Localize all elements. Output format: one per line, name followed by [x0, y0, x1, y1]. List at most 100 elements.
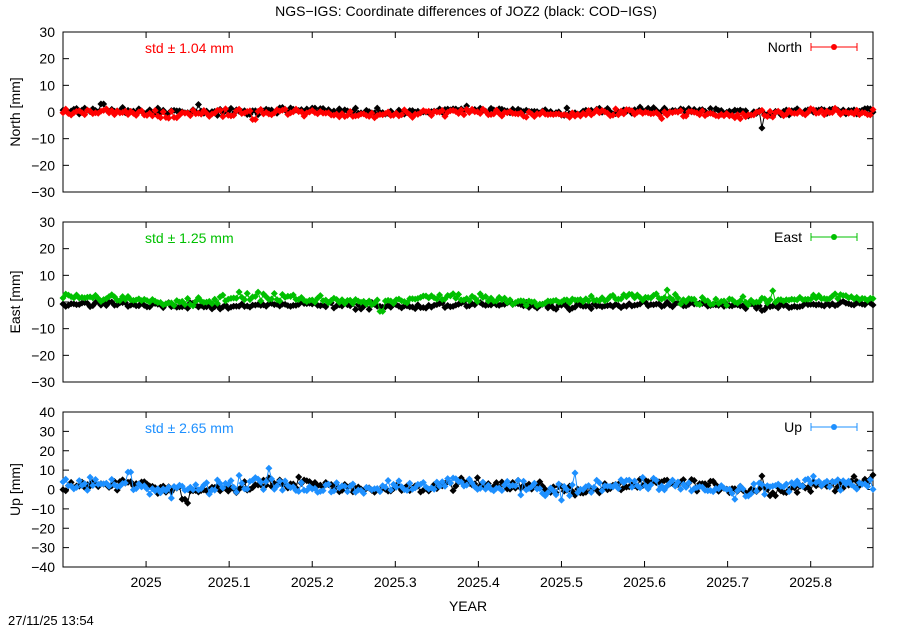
data-point	[365, 305, 373, 313]
data-point	[869, 301, 877, 309]
x-tick-label: 2025.8	[789, 574, 832, 590]
data-point	[167, 494, 175, 502]
legend: Up	[784, 419, 858, 435]
data-point	[587, 488, 595, 496]
y-tick-label: 10	[39, 462, 55, 478]
data-point	[585, 482, 593, 490]
data-point	[869, 471, 877, 479]
data-point	[108, 475, 116, 483]
data-point	[219, 113, 227, 121]
data-point	[75, 477, 83, 485]
data-point	[536, 478, 544, 486]
data-point	[270, 289, 278, 297]
data-point	[205, 490, 213, 498]
data-point	[799, 482, 807, 490]
data-point	[379, 307, 387, 315]
data-point	[492, 479, 500, 487]
data-point	[376, 488, 384, 496]
data-point	[566, 113, 574, 121]
data-point	[265, 464, 273, 472]
y-tick-label: 0	[47, 104, 55, 120]
data-point	[62, 487, 70, 495]
data-point	[520, 477, 528, 485]
data-point	[246, 107, 254, 115]
x-axis-label: YEAR	[449, 598, 487, 614]
y-tick-label: −20	[31, 157, 55, 173]
data-point	[181, 301, 189, 309]
data-point	[568, 481, 576, 489]
data-point	[612, 105, 620, 113]
data-point	[241, 296, 249, 304]
data-point	[728, 489, 736, 497]
data-point	[330, 487, 338, 495]
data-point	[660, 294, 668, 302]
data-point	[809, 472, 817, 480]
data-point	[387, 486, 395, 494]
x-tick-label: 2025	[130, 574, 161, 590]
data-point	[587, 305, 595, 313]
data-point	[333, 479, 341, 487]
data-point	[281, 477, 289, 485]
legend-marker	[831, 44, 837, 50]
data-point	[682, 483, 690, 491]
data-point	[444, 475, 452, 483]
data-point	[165, 114, 173, 122]
data-point	[324, 480, 332, 488]
x-tick-label: 2025.1	[208, 574, 251, 590]
data-point	[831, 487, 839, 495]
data-point	[297, 108, 305, 116]
data-point	[598, 487, 606, 495]
data-point	[690, 295, 698, 303]
data-point	[232, 294, 240, 302]
std-label: std ± 1.04 mm	[145, 40, 234, 56]
data-point	[763, 112, 771, 120]
data-point	[268, 475, 276, 483]
data-point	[652, 290, 660, 298]
data-point	[869, 485, 877, 493]
data-point	[278, 486, 286, 494]
data-point	[170, 302, 178, 310]
data-point	[625, 476, 633, 484]
data-point	[663, 286, 671, 294]
data-point	[289, 291, 297, 299]
data-point	[208, 300, 216, 308]
data-point	[766, 296, 774, 304]
y-tick-label: 10	[39, 267, 55, 283]
y-axis-label: East [mm]	[7, 270, 23, 333]
data-point	[62, 475, 70, 483]
data-point	[628, 483, 636, 491]
data-point	[587, 292, 595, 300]
data-point	[257, 105, 265, 113]
data-point	[658, 115, 666, 123]
data-point	[251, 292, 259, 300]
data-point	[758, 481, 766, 489]
data-point	[709, 300, 717, 308]
series-Up	[59, 464, 877, 504]
panel-3: −40 −30 −20 −10 0 10 20 30 40 2025 2025.1 2025.2 202…	[7, 404, 877, 590]
data-point	[455, 290, 463, 298]
data-point	[503, 477, 511, 485]
data-point	[585, 107, 593, 115]
data-point	[403, 486, 411, 494]
data-point	[758, 124, 766, 132]
data-point	[517, 491, 525, 499]
data-point	[677, 485, 685, 493]
y-axis-label: Up [mm]	[7, 463, 23, 516]
data-point	[866, 476, 874, 484]
x-tick-label: 2025.3	[374, 574, 417, 590]
data-point	[368, 109, 376, 117]
data-point	[866, 111, 874, 119]
data-point	[744, 301, 752, 309]
data-point	[769, 113, 777, 121]
chart-title: NGS−IGS: Coordinate differences of JOZ2 …	[275, 3, 657, 19]
data-point	[555, 480, 563, 488]
data-point	[243, 289, 251, 297]
y-tick-label: 0	[47, 482, 55, 498]
data-point	[203, 479, 211, 487]
data-point	[614, 485, 622, 493]
data-point	[473, 474, 481, 482]
data-point	[86, 473, 94, 481]
data-point	[460, 111, 468, 119]
data-point	[438, 478, 446, 486]
y-tick-label: −10	[31, 501, 55, 517]
